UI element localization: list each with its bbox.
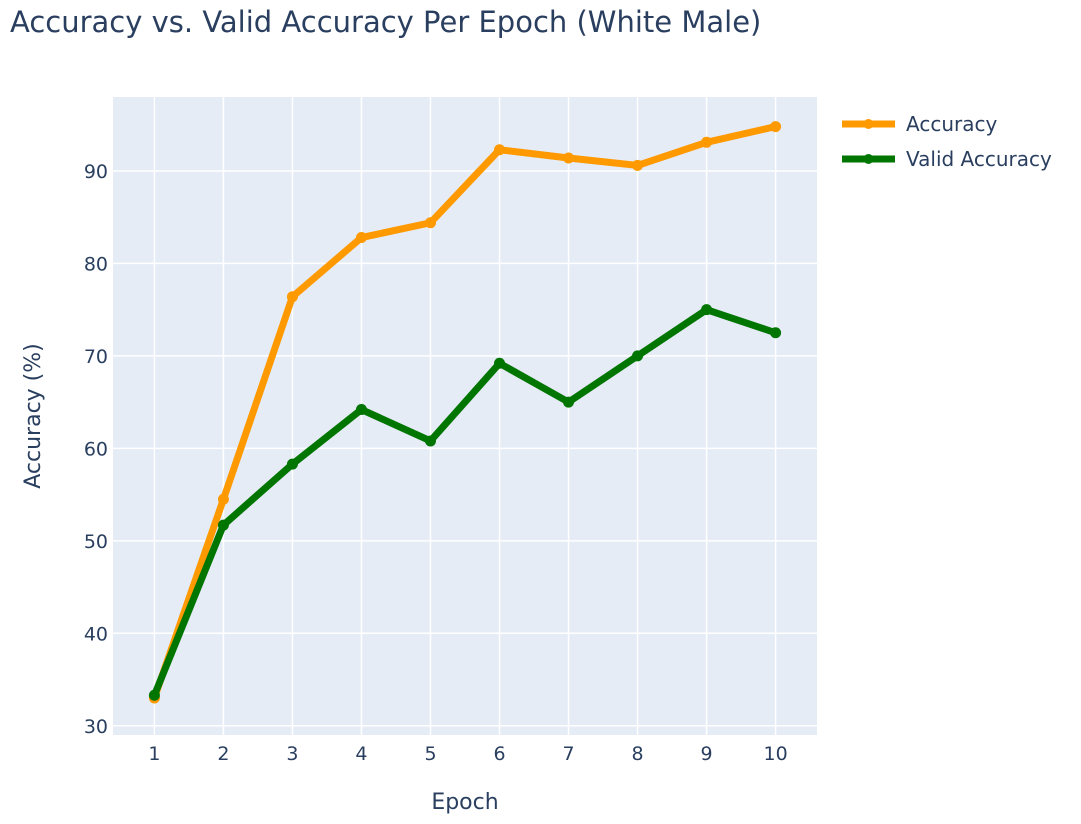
data-point-valid-accuracy[interactable] [563,396,575,408]
x-tick-label: 7 [562,743,574,765]
y-tick-label: 50 [84,531,108,553]
data-point-accuracy[interactable] [770,121,782,133]
series-line-valid-accuracy[interactable] [150,306,780,699]
y-tick-label: 70 [84,346,108,368]
data-point-valid-accuracy[interactable] [286,458,298,470]
x-tick-label: 5 [424,743,436,765]
legend-label: Accuracy [906,112,997,136]
data-point-accuracy[interactable] [701,136,713,148]
legend-swatch-marker [863,154,874,164]
x-tick-label: 2 [217,743,229,765]
y-tick-label: 30 [84,716,108,738]
x-tick-label: 4 [355,743,367,765]
x-tick-label: 1 [148,743,160,765]
data-point-valid-accuracy[interactable] [632,350,644,362]
data-point-valid-accuracy[interactable] [770,327,782,339]
series-lines [148,121,782,704]
x-tick-label: 9 [701,743,713,765]
series-valid-accuracy[interactable] [148,304,782,701]
data-point-accuracy[interactable] [494,144,506,156]
data-point-accuracy[interactable] [563,152,575,164]
y-axis-ticks: 30 40 50 60 70 80 90 [84,161,108,738]
data-point-valid-accuracy[interactable] [355,404,367,416]
y-axis-title: Accuracy (%) [21,343,46,489]
grid-lines [113,97,817,735]
x-axis-ticks: 1 2 3 4 5 6 7 8 9 10 [148,743,787,765]
y-tick-label: 60 [84,438,108,460]
legend-label: Valid Accuracy [906,147,1052,171]
legend-item-valid-accuracy[interactable]: Valid Accuracy [842,147,1052,171]
data-point-accuracy[interactable] [355,232,367,244]
data-point-valid-accuracy[interactable] [701,304,713,316]
x-axis-title: Epoch [431,790,498,815]
data-point-valid-accuracy[interactable] [494,357,506,369]
plot-area [113,97,817,735]
y-tick-label: 40 [84,623,108,645]
series-line-accuracy[interactable] [150,123,780,702]
data-point-valid-accuracy[interactable] [424,435,436,447]
y-tick-label: 80 [84,253,108,275]
data-point-accuracy[interactable] [632,159,644,171]
data-point-accuracy[interactable] [217,493,229,505]
x-tick-label: 6 [493,743,505,765]
legend[interactable]: Accuracy Valid Accuracy [842,112,1052,171]
legend-swatch-marker [863,119,874,129]
x-tick-label: 3 [286,743,298,765]
y-tick-label: 90 [84,161,108,183]
x-tick-label: 10 [763,743,787,765]
legend-item-accuracy[interactable]: Accuracy [842,112,997,136]
data-point-valid-accuracy[interactable] [148,689,160,701]
data-point-accuracy[interactable] [286,291,298,303]
data-point-valid-accuracy[interactable] [217,519,229,531]
data-point-accuracy[interactable] [424,217,436,229]
chart-title: Accuracy vs. Valid Accuracy Per Epoch (W… [10,5,762,39]
x-tick-label: 8 [632,743,644,765]
